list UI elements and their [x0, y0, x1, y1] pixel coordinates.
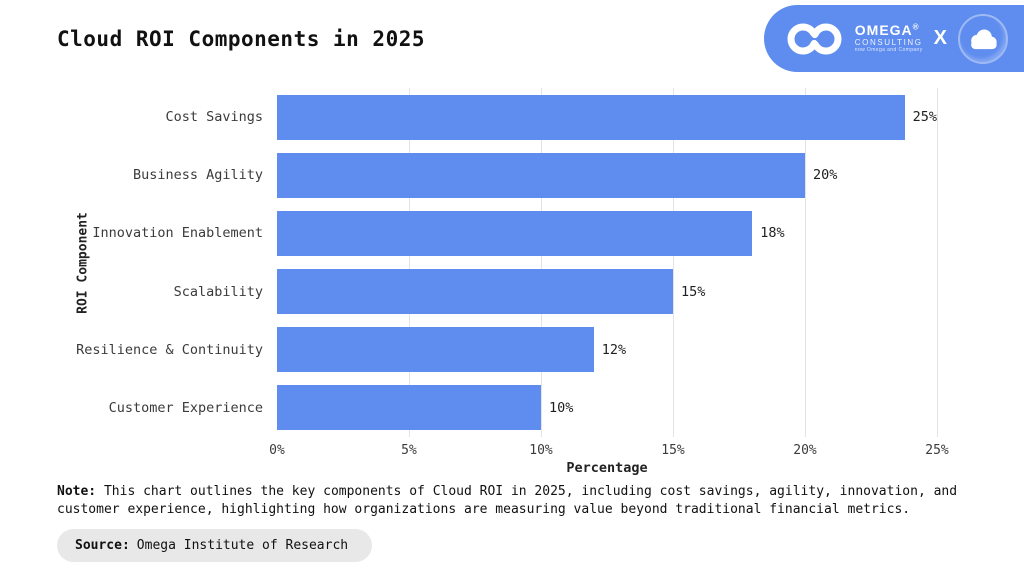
- bar-row: Cost Savings 25%: [57, 88, 1007, 146]
- bar-row: Innovation Enablement 18%: [57, 204, 1007, 262]
- grid-layer: [277, 88, 938, 437]
- x-tick-label: 10%: [529, 443, 553, 458]
- value-label: 12%: [601, 341, 627, 358]
- source-label: Source:: [75, 538, 130, 553]
- gridline: [805, 88, 806, 437]
- category-label: Innovation Enablement: [92, 225, 263, 242]
- brand-text: OMEGA® CONSULTING now Omega and Company: [854, 22, 923, 54]
- category-label: Customer Experience: [108, 399, 263, 416]
- bar-rows: Cost Savings 25% Business Agility 20% Innova…: [57, 88, 1007, 437]
- source-badge: Source: Omega Institute of Research: [57, 529, 373, 562]
- gridline: [409, 88, 410, 437]
- x-axis-ticks: 0% 5% 10% 15% 20% 25%: [269, 443, 949, 458]
- value-label: 25%: [912, 109, 937, 126]
- registered-mark: ®: [912, 22, 920, 32]
- category-label: Cost Savings: [165, 109, 263, 126]
- bar-cell: 25%: [277, 88, 937, 146]
- bar: [277, 152, 805, 198]
- bar-row: Scalability 15%: [57, 263, 1007, 321]
- value-label: 18%: [760, 225, 785, 242]
- value-label: 15%: [681, 283, 706, 300]
- infinity-icon: [784, 19, 846, 59]
- note-text: Note: This chart outlines the key compon…: [57, 483, 977, 518]
- bar: [277, 269, 673, 315]
- category-label: Business Agility: [132, 167, 263, 184]
- bar: [277, 210, 753, 256]
- bar-row: Resilience & Continuity 12%: [57, 321, 1007, 379]
- note-body: This chart outlines the key components o…: [57, 484, 958, 517]
- x-tick-label: 5%: [401, 443, 417, 458]
- bar-cell: 15%: [277, 263, 937, 321]
- bar: [277, 94, 905, 140]
- source-body: Omega Institute of Research: [136, 538, 349, 553]
- x-axis-label: Percentage: [566, 460, 648, 476]
- x-tick-label: 25%: [925, 443, 949, 458]
- gridline: [937, 88, 938, 437]
- brand-logo-pill: OMEGA® CONSULTING now Omega and Company …: [763, 5, 1024, 72]
- x-tick-label: 0%: [269, 443, 285, 458]
- bar-cell: 18%: [277, 204, 937, 262]
- bar: [277, 385, 541, 431]
- category-label: Scalability: [173, 283, 263, 300]
- value-label: 10%: [549, 399, 574, 416]
- bar: [277, 327, 594, 373]
- note-label: Note:: [57, 484, 97, 499]
- page-title: Cloud ROI Components in 2025: [57, 27, 426, 51]
- gridline: [541, 88, 542, 437]
- cloud-icon: [958, 13, 1008, 64]
- bar-row: Business Agility 20%: [57, 146, 1007, 204]
- gridline: [673, 88, 674, 437]
- bar-cell: 10%: [277, 379, 937, 437]
- value-label: 20%: [813, 167, 838, 184]
- bar-chart: ROI Component Cost Savings 25% Business Ag…: [57, 88, 1007, 476]
- brand-tagline: now Omega and Company: [854, 47, 923, 54]
- category-label: Resilience & Continuity: [76, 341, 263, 358]
- bar-cell: 12%: [277, 321, 937, 379]
- bar-row: Customer Experience 10%: [57, 379, 1007, 437]
- bar-cell: 20%: [277, 146, 937, 204]
- x-tick-label: 15%: [661, 443, 685, 458]
- collab-x-separator: X: [933, 27, 947, 49]
- x-tick-label: 20%: [793, 443, 817, 458]
- brand-name: OMEGA®: [854, 22, 920, 39]
- brand-subtitle: CONSULTING: [854, 37, 923, 47]
